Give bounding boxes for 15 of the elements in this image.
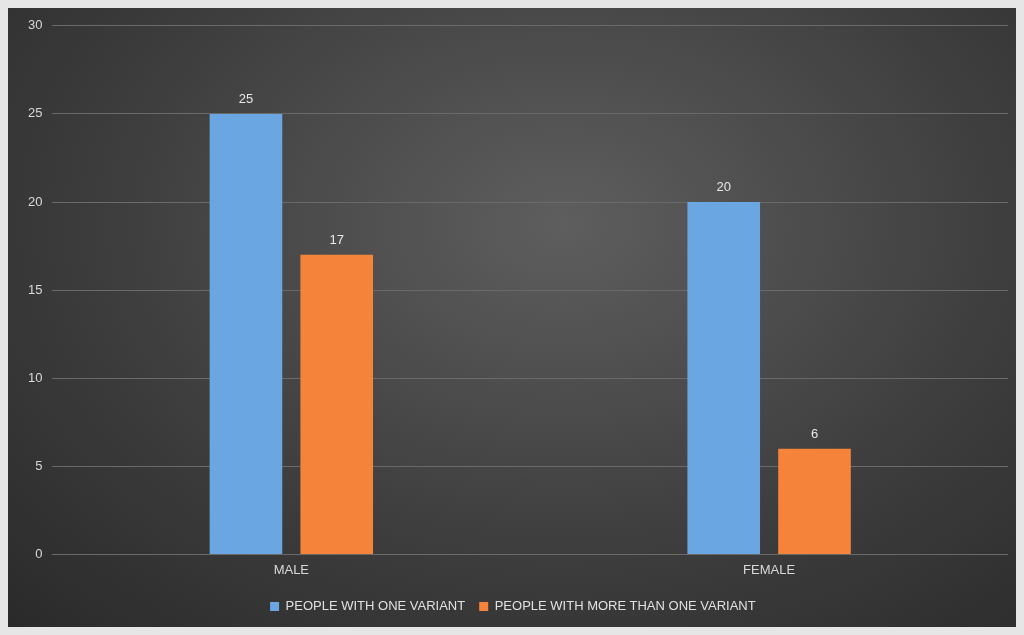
y-tick-label: 0 <box>35 545 43 561</box>
x-tick-label: MALE <box>273 561 310 577</box>
legend-label: PEOPLE WITH ONE VARIANT <box>285 598 466 614</box>
data-label: 6 <box>810 425 819 441</box>
y-tick-label: 5 <box>35 457 43 473</box>
data-label: 25 <box>238 90 254 106</box>
y-tick-label: 20 <box>27 193 43 209</box>
y-tick-label: 25 <box>27 105 43 121</box>
x-tick-label: FEMALE <box>743 561 796 577</box>
legend-label: PEOPLE WITH MORE THAN ONE VARIANT <box>494 598 756 614</box>
y-tick-label: 15 <box>27 281 43 297</box>
y-tick-label: 30 <box>27 17 43 33</box>
data-label: 20 <box>716 179 731 195</box>
data-label: 17 <box>329 231 344 247</box>
y-tick-label: 10 <box>27 369 43 385</box>
